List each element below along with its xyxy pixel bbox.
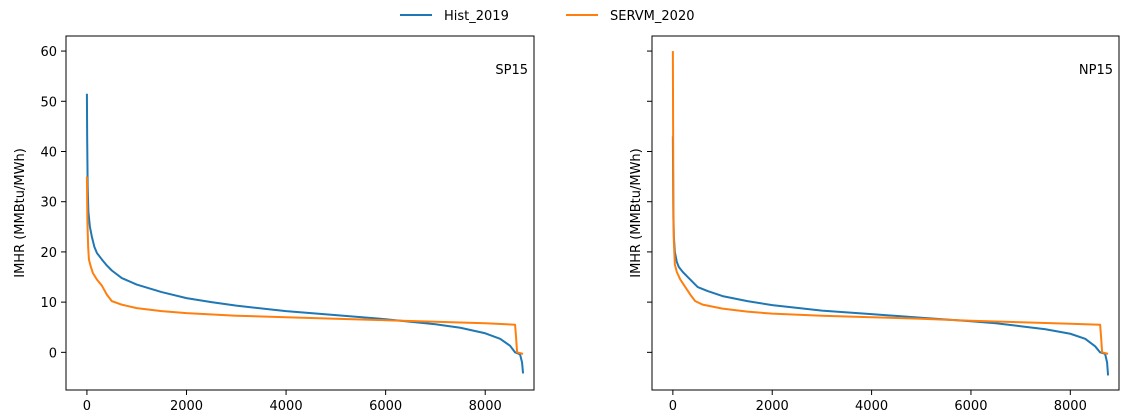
legend-label: SERVM_2020 xyxy=(610,9,694,24)
x-tick-label: 6000 xyxy=(954,399,987,414)
panel-label: NP15 xyxy=(1079,63,1113,78)
y-tick-label: 10 xyxy=(40,296,57,311)
x-tick-label: 8000 xyxy=(469,399,502,414)
x-tick-label: 2000 xyxy=(756,399,789,414)
y-tick-label: 50 xyxy=(40,95,57,110)
x-tick-label: 8000 xyxy=(1054,399,1087,414)
y-tick-label: 0 xyxy=(49,346,57,361)
x-tick-label: 4000 xyxy=(270,399,303,414)
panel-label: SP15 xyxy=(495,63,528,78)
y-tick-label: 20 xyxy=(40,246,57,261)
panel-np15: 0 2000 4000 6000 8000 IMHR (MMBtu/MWh) NP15 xyxy=(629,35,1120,414)
series-line-hist-2019 xyxy=(671,136,1110,376)
y-axis-label: IMHR (MMBtu/MWh) xyxy=(13,148,28,278)
y-tick-label: 60 xyxy=(40,45,57,60)
series-line-hist-2019 xyxy=(85,93,525,374)
x-tick-label: 2000 xyxy=(170,399,203,414)
x-tick-label: 0 xyxy=(83,399,91,414)
y-tick-label: 40 xyxy=(40,145,57,160)
legend-label: Hist_2019 xyxy=(444,9,509,24)
x-tick-label: 6000 xyxy=(369,399,402,414)
panel-sp15: 0 2000 4000 6000 8000 0 10 20 30 40 50 60 IMHR (MMBt… xyxy=(13,35,535,414)
legend: Hist_2019 SERVM_2020 xyxy=(400,9,694,24)
axes-frame xyxy=(65,35,535,391)
series-line-servm-2020 xyxy=(671,51,1109,355)
y-axis-label: IMHR (MMBtu/MWh) xyxy=(629,148,644,278)
y-tick-label: 30 xyxy=(40,196,57,211)
x-tick-label: 4000 xyxy=(855,399,888,414)
axes-frame xyxy=(651,35,1120,391)
series-line-servm-2020 xyxy=(85,176,524,355)
x-tick-label: 0 xyxy=(669,399,677,414)
